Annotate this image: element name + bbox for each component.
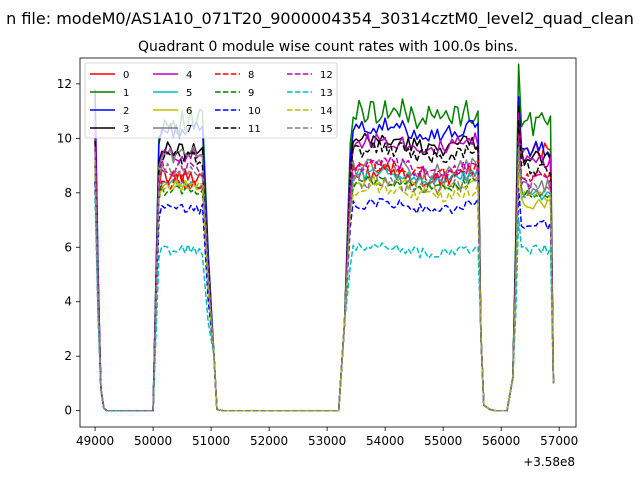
x-tick-label: 56000 bbox=[482, 434, 520, 448]
legend-label-module-0: 0 bbox=[123, 70, 129, 81]
legend-label-module-3: 3 bbox=[123, 124, 129, 135]
legend-label-module-14: 14 bbox=[320, 106, 333, 117]
y-tick-label: 2 bbox=[64, 349, 72, 363]
series-line-module-12 bbox=[94, 135, 555, 412]
figure-suptitle: n file: modeM0/AS1A10_071T20_9000004354_… bbox=[6, 9, 634, 29]
x-tick-label: 50000 bbox=[134, 434, 172, 448]
series-line-module-14 bbox=[94, 151, 555, 412]
series-line-module-15 bbox=[94, 145, 555, 412]
series-line-module-0 bbox=[94, 96, 555, 412]
x-tick-label: 51000 bbox=[192, 434, 230, 448]
x-offset-label: +3.58e8 bbox=[523, 455, 575, 469]
x-tick-label: 54000 bbox=[366, 434, 404, 448]
legend-label-module-13: 13 bbox=[320, 88, 333, 99]
y-tick-label: 0 bbox=[64, 404, 72, 418]
y-axis: 0 2 4 6 8 10 12 bbox=[57, 77, 80, 418]
series-line-module-11 bbox=[94, 119, 555, 412]
legend-label-module-7: 7 bbox=[186, 124, 192, 135]
legend-label-module-6: 6 bbox=[186, 106, 192, 117]
y-tick-label: 8 bbox=[64, 186, 72, 200]
plot-area bbox=[94, 63, 555, 412]
legend-label-module-15: 15 bbox=[320, 124, 333, 135]
x-tick-label: 52000 bbox=[250, 434, 288, 448]
legend-label-module-5: 5 bbox=[186, 88, 192, 99]
x-axis: 49000 50000 51000 52000 53000 54000 55000 56000… bbox=[76, 427, 578, 448]
series-line-module-6 bbox=[94, 161, 555, 412]
x-tick-label: 57000 bbox=[540, 434, 578, 448]
x-tick-label: 55000 bbox=[424, 434, 462, 448]
series-line-module-10 bbox=[94, 181, 555, 412]
legend-label-module-4: 4 bbox=[186, 70, 192, 81]
legend-label-module-10: 10 bbox=[248, 106, 261, 117]
legend-label-module-1: 1 bbox=[123, 88, 129, 99]
y-tick-label: 10 bbox=[57, 131, 72, 145]
x-tick-label: 49000 bbox=[76, 434, 114, 448]
legend-label-module-2: 2 bbox=[123, 106, 129, 117]
legend-label-module-12: 12 bbox=[320, 70, 333, 81]
legend-frame bbox=[84, 62, 338, 139]
legend-label-module-8: 8 bbox=[248, 70, 254, 81]
y-tick-label: 6 bbox=[64, 240, 72, 254]
y-tick-label: 4 bbox=[64, 295, 72, 309]
series-line-module-13 bbox=[94, 198, 555, 412]
x-tick-label: 53000 bbox=[308, 434, 346, 448]
axes-frame bbox=[79, 57, 577, 428]
chart-title: Quadrant 0 module wise count rates with … bbox=[138, 39, 518, 55]
legend-label-module-9: 9 bbox=[248, 88, 254, 99]
series-line-module-9 bbox=[94, 151, 555, 412]
legend-label-module-11: 11 bbox=[248, 124, 261, 135]
y-tick-label: 12 bbox=[57, 77, 72, 91]
